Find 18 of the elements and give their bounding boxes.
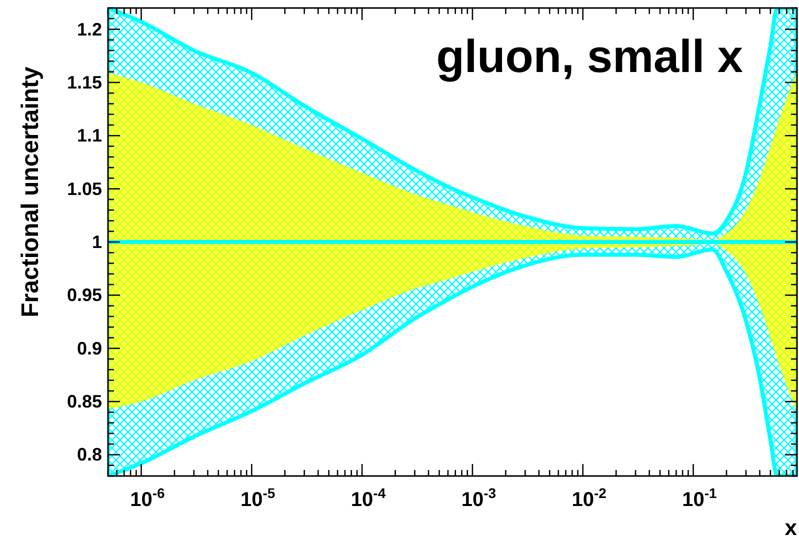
x-tick-label: 10$^{-1}$ [682, 485, 718, 511]
y-tick-label: 1.2 [76, 19, 102, 40]
y-tick-label: 1.05 [66, 178, 102, 199]
x-axis-title: x [784, 515, 798, 540]
x-tick-label: 10$^{-2}$ [572, 485, 607, 511]
text: gluon, small x [436, 30, 744, 82]
y-tick-label: 1 [92, 232, 102, 252]
y-tick-label: 0.85 [66, 392, 102, 412]
y-tick-label: 0.95 [66, 285, 102, 306]
y-axis-title: Fractional uncertainty [17, 66, 44, 318]
y-tick-label: 1.15 [66, 72, 102, 92]
y-tick-label: 0.8 [76, 444, 102, 465]
y-tick-label: 0.9 [76, 338, 102, 358]
x-tick-label: 10$^{-4}$ [350, 485, 386, 511]
y-tick-label: 1.1 [76, 126, 102, 146]
x-tick-label: 10$^{-3}$ [461, 485, 496, 511]
x-tick-label: 10$^{-5}$ [240, 485, 276, 511]
x-tick-label: 10$^{-6}$ [130, 485, 166, 511]
